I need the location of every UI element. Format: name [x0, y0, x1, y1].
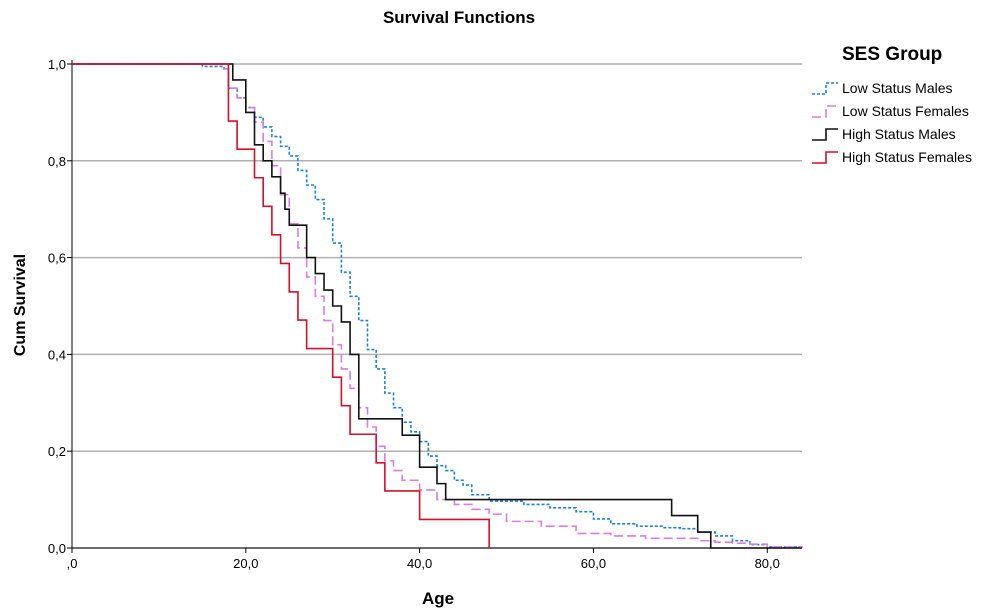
legend-title: SES Group [842, 44, 943, 65]
legend-swatch-3 [812, 150, 838, 164]
y-axis-label: Cum Survival [12, 254, 29, 356]
legend: SES Group Low Status Males Low Status Fem… [808, 44, 998, 168]
y-tick-label-5: 1,0 [48, 57, 66, 72]
tick-labels: 0,0 0,2 0,4 0,6 0,8 1,0 ,0 20,0 40,0 60,0 80,0 [48, 57, 780, 571]
series-line-high-status-males [72, 63, 802, 549]
series-line-low-status-females [72, 63, 803, 548]
legend-item-high-status-females: High Status Females [808, 145, 998, 168]
series-line-low-status-males [72, 63, 803, 548]
y-tick-label-3: 0,6 [48, 251, 66, 266]
legend-item-low-status-females: Low Status Females [808, 99, 998, 122]
legend-label-1: Low Status Females [842, 102, 969, 119]
legend-label-2: High Status Males [842, 125, 956, 142]
y-tick-label-4: 0,8 [48, 154, 66, 169]
y-tick-label-2: 0,4 [48, 347, 66, 362]
legend-label-0: Low Status Males [842, 79, 953, 96]
x-tick-label-4: 80,0 [755, 556, 780, 571]
legend-item-high-status-males: High Status Males [808, 122, 998, 145]
y-tick-label-0: 0,0 [48, 541, 66, 556]
legend-item-low-status-males: Low Status Males [808, 76, 998, 99]
legend-label-3: High Status Females [842, 148, 972, 165]
y-tick-label-1: 0,2 [48, 444, 66, 459]
x-tick-label-1: 20,0 [233, 556, 258, 571]
chart-title: Survival Functions [382, 8, 536, 27]
series-line-high-status-females [72, 63, 490, 548]
x-axis-label: Age [422, 589, 454, 608]
legend-swatch-1 [812, 104, 838, 118]
x-tick-label-3: 60,0 [581, 556, 606, 571]
legend-swatch-2 [812, 127, 838, 141]
series-lines [72, 63, 803, 549]
axes [71, 60, 802, 549]
x-tick-label-2: 40,0 [407, 556, 432, 571]
x-tick-label-0: ,0 [67, 556, 78, 571]
legend-swatch-0 [812, 81, 838, 95]
